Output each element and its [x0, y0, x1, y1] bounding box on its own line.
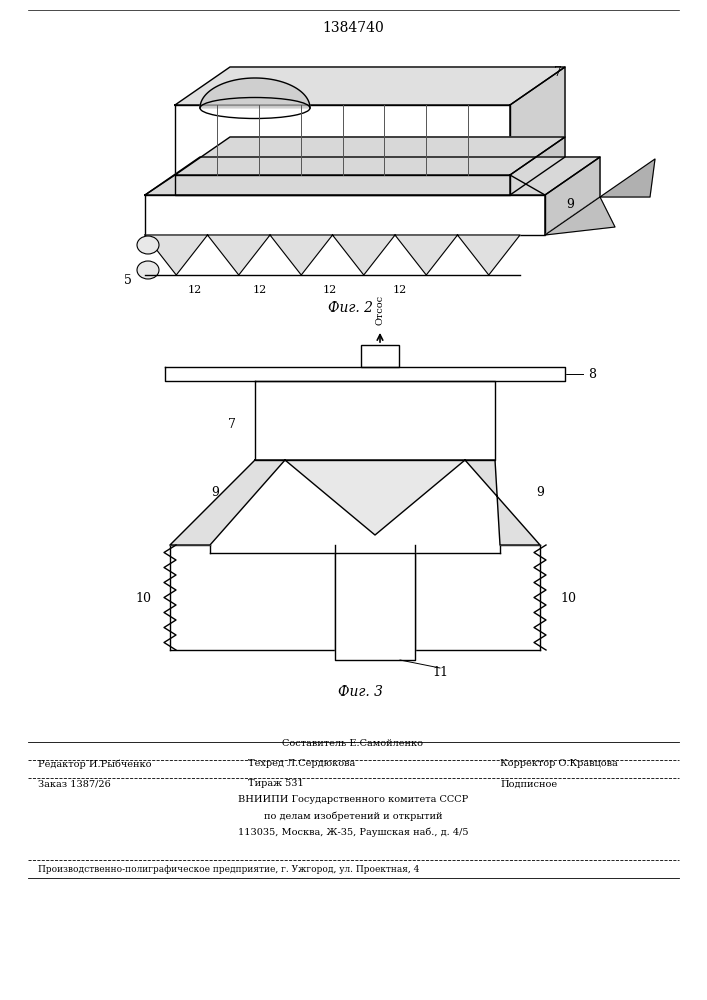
Polygon shape [170, 460, 285, 545]
Polygon shape [207, 235, 270, 275]
Text: 9: 9 [536, 486, 544, 498]
Text: 12: 12 [393, 285, 407, 295]
Polygon shape [335, 553, 415, 660]
Text: 10: 10 [560, 591, 576, 604]
Polygon shape [332, 235, 395, 275]
Ellipse shape [137, 236, 159, 254]
Polygon shape [285, 460, 465, 535]
Text: 12: 12 [188, 285, 202, 295]
Polygon shape [175, 137, 565, 175]
Text: Тираж 531: Тираж 531 [248, 780, 304, 788]
Text: Отсос: Отсос [375, 295, 385, 325]
Text: 9: 9 [211, 486, 219, 498]
Text: Фиг. 2: Фиг. 2 [327, 301, 373, 315]
Text: 8: 8 [588, 367, 596, 380]
Text: Техред Л.Сердюкова: Техред Л.Сердюкова [248, 760, 355, 768]
Text: 9: 9 [566, 198, 574, 212]
Text: 113035, Москва, Ж-35, Раушская наб., д. 4/5: 113035, Москва, Ж-35, Раушская наб., д. … [238, 827, 468, 837]
Polygon shape [165, 367, 565, 381]
Polygon shape [600, 159, 655, 197]
Ellipse shape [137, 261, 159, 279]
Polygon shape [510, 67, 565, 175]
Polygon shape [175, 67, 565, 105]
Polygon shape [270, 235, 332, 275]
Polygon shape [145, 195, 545, 235]
Text: 5: 5 [124, 273, 132, 286]
Text: 11: 11 [432, 666, 448, 678]
Text: 1384740: 1384740 [322, 21, 385, 35]
Text: 10: 10 [135, 591, 151, 604]
Polygon shape [175, 105, 510, 175]
Text: Редактор И.Рыбченко: Редактор И.Рыбченко [38, 759, 151, 769]
Text: ВНИИПИ Государственного комитета СССР: ВНИИПИ Государственного комитета СССР [238, 796, 468, 804]
Polygon shape [457, 235, 520, 275]
Text: 12: 12 [253, 285, 267, 295]
Text: Составитель Е.Самойленко: Составитель Е.Самойленко [283, 739, 423, 748]
Polygon shape [510, 137, 565, 195]
Polygon shape [145, 157, 600, 195]
Bar [361, 345, 399, 367]
Polygon shape [200, 78, 310, 108]
Polygon shape [255, 381, 495, 460]
Polygon shape [145, 235, 207, 275]
Polygon shape [545, 197, 615, 235]
Polygon shape [175, 175, 510, 195]
Text: Заказ 1387/26: Заказ 1387/26 [38, 780, 111, 788]
Text: по делам изобретений и открытий: по делам изобретений и открытий [264, 811, 443, 821]
Text: 9: 9 [563, 222, 571, 234]
Polygon shape [465, 460, 540, 545]
Text: 12: 12 [323, 285, 337, 295]
Text: Производственно-полиграфическое предприятие, г. Ужгород, ул. Проектная, 4: Производственно-полиграфическое предприя… [38, 865, 419, 874]
Text: Подписное: Подписное [500, 780, 557, 788]
Text: Корректор О.Кравцова: Корректор О.Кравцова [500, 760, 618, 768]
Polygon shape [395, 235, 457, 275]
Text: Фиг. 3: Фиг. 3 [337, 685, 382, 699]
Polygon shape [545, 157, 600, 235]
Text: 7: 7 [554, 66, 562, 79]
Text: 7: 7 [228, 418, 236, 432]
